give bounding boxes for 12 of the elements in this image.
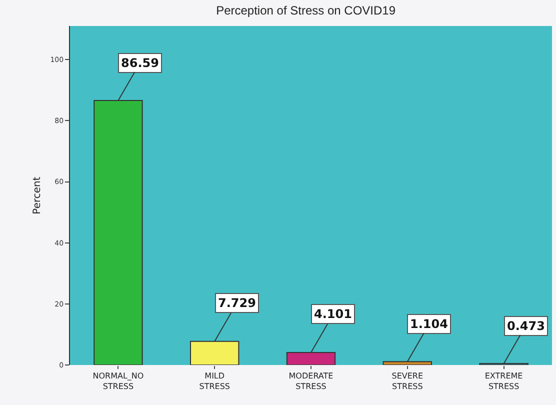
data-label: 0.473	[507, 319, 545, 333]
data-label: 86.59	[121, 56, 159, 70]
x-tick-label: MILD STRESS	[199, 372, 230, 391]
x-tick-label: EXTREME STRESS	[484, 372, 523, 391]
chart-title: Perception of Stress on COVID19	[216, 3, 396, 18]
y-axis-title: Percent	[32, 176, 43, 214]
x-tick-label: NORMAL_NO STRESS	[92, 372, 144, 391]
x-tick-label: SEVERE STRESS	[392, 372, 424, 391]
data-label: 4.101	[314, 307, 352, 321]
x-tick-label: MODERATE STRESS	[288, 372, 334, 391]
data-label: 1.104	[410, 317, 448, 331]
data-label: 7.729	[218, 296, 256, 310]
